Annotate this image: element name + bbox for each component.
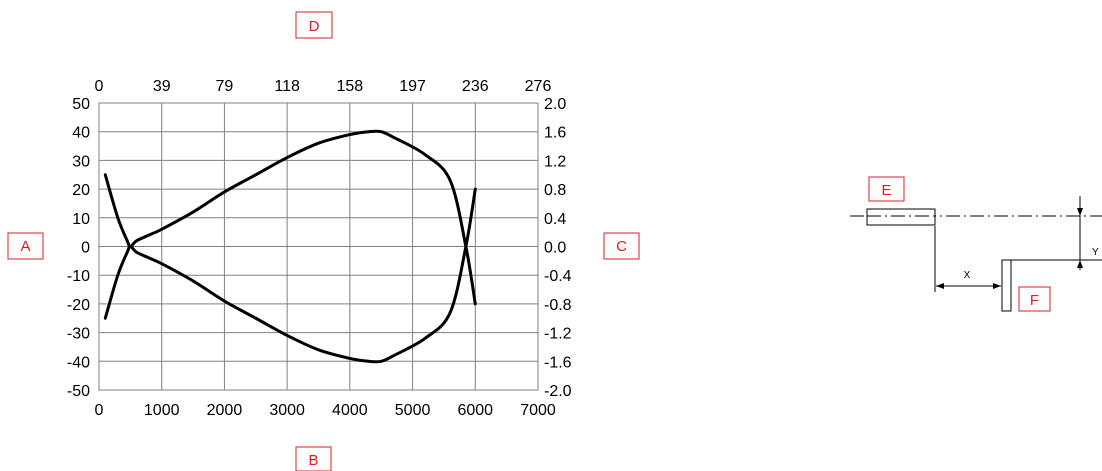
y-right-tick-label: 1.6 <box>544 125 566 142</box>
dimension-y-label: Y <box>1092 247 1099 258</box>
chart-grid <box>98 102 539 391</box>
y-right-tick-label: 0.8 <box>544 182 566 199</box>
y-right-tick-label: -0.8 <box>544 297 572 314</box>
x-bottom-tick-label: 1000 <box>144 402 180 419</box>
y-left-tick-label: -50 <box>67 383 90 400</box>
label-box-d-text: D <box>309 18 320 35</box>
x-top-tick-label: 118 <box>274 78 300 95</box>
x-top-tick-label: 39 <box>153 78 171 95</box>
y-right-tick-label: -1.2 <box>544 326 572 343</box>
label-box-a-text: A <box>20 238 30 255</box>
label-box-b-text: B <box>308 452 318 469</box>
series-curve-2 <box>103 187 477 364</box>
y-right-tick-label: 0.4 <box>544 211 566 228</box>
y-left-tick-label: 30 <box>72 153 90 170</box>
y-right-tick-label: -0.4 <box>544 268 572 285</box>
x-bottom-tick-label: 5000 <box>395 402 431 419</box>
label-box-d: D <box>295 11 333 39</box>
chart-tick-labels: 0 1000 2000 3000 4000 5000 6000 7000 0 39 79 118 158… <box>67 78 572 419</box>
label-box-c-text: C <box>616 238 627 255</box>
y-right-tick-label: 1.2 <box>544 153 566 170</box>
x-top-tick-label: 158 <box>337 78 364 95</box>
label-box-f: F <box>1018 286 1051 312</box>
x-bottom-tick-label: 7000 <box>520 402 556 419</box>
y-left-tick-label: 40 <box>72 125 90 142</box>
y-right-tick-label: 0.0 <box>544 240 566 257</box>
y-left-tick-label: -40 <box>67 354 90 371</box>
label-box-a: A <box>7 232 44 260</box>
y-left-tick-label: -10 <box>67 268 90 285</box>
x-bottom-tick-label: 4000 <box>332 402 368 419</box>
label-box-e: E <box>868 176 905 202</box>
dimension-x-label: X <box>964 270 971 281</box>
y-left-tick-label: 0 <box>81 240 90 257</box>
x-top-tick-label: 79 <box>216 78 234 95</box>
x-bottom-tick-label: 2000 <box>207 402 243 419</box>
y-right-tick-label: 2.0 <box>544 96 566 113</box>
label-box-e-text: E <box>881 182 891 199</box>
plot-frame <box>98 102 539 391</box>
label-box-c: C <box>603 232 640 260</box>
x-bottom-tick-label: 3000 <box>269 402 305 419</box>
label-box-f-text: F <box>1030 292 1039 309</box>
y-left-tick-label: 50 <box>72 96 90 113</box>
y-left-tick-label: -30 <box>67 326 90 343</box>
dimension-diagram: E F X Y <box>850 176 1102 312</box>
x-bottom-tick-label: 6000 <box>457 402 493 419</box>
x-bottom-tick-label: 0 <box>95 402 104 419</box>
y-left-tick-label: 20 <box>72 182 90 199</box>
x-top-tick-label: 236 <box>462 78 489 95</box>
part-f-shape <box>1001 259 1012 312</box>
chart-series <box>103 129 477 364</box>
y-left-tick-label: -20 <box>67 297 90 314</box>
part-e-shape <box>866 208 936 226</box>
label-box-b: B <box>295 446 332 471</box>
x-top-tick-label: 0 <box>95 78 104 95</box>
x-top-tick-label: 197 <box>399 78 426 95</box>
x-top-tick-label: 276 <box>525 78 552 95</box>
y-left-tick-label: 10 <box>72 211 90 228</box>
y-right-tick-label: -2.0 <box>544 383 572 400</box>
y-right-tick-label: -1.6 <box>544 354 572 371</box>
